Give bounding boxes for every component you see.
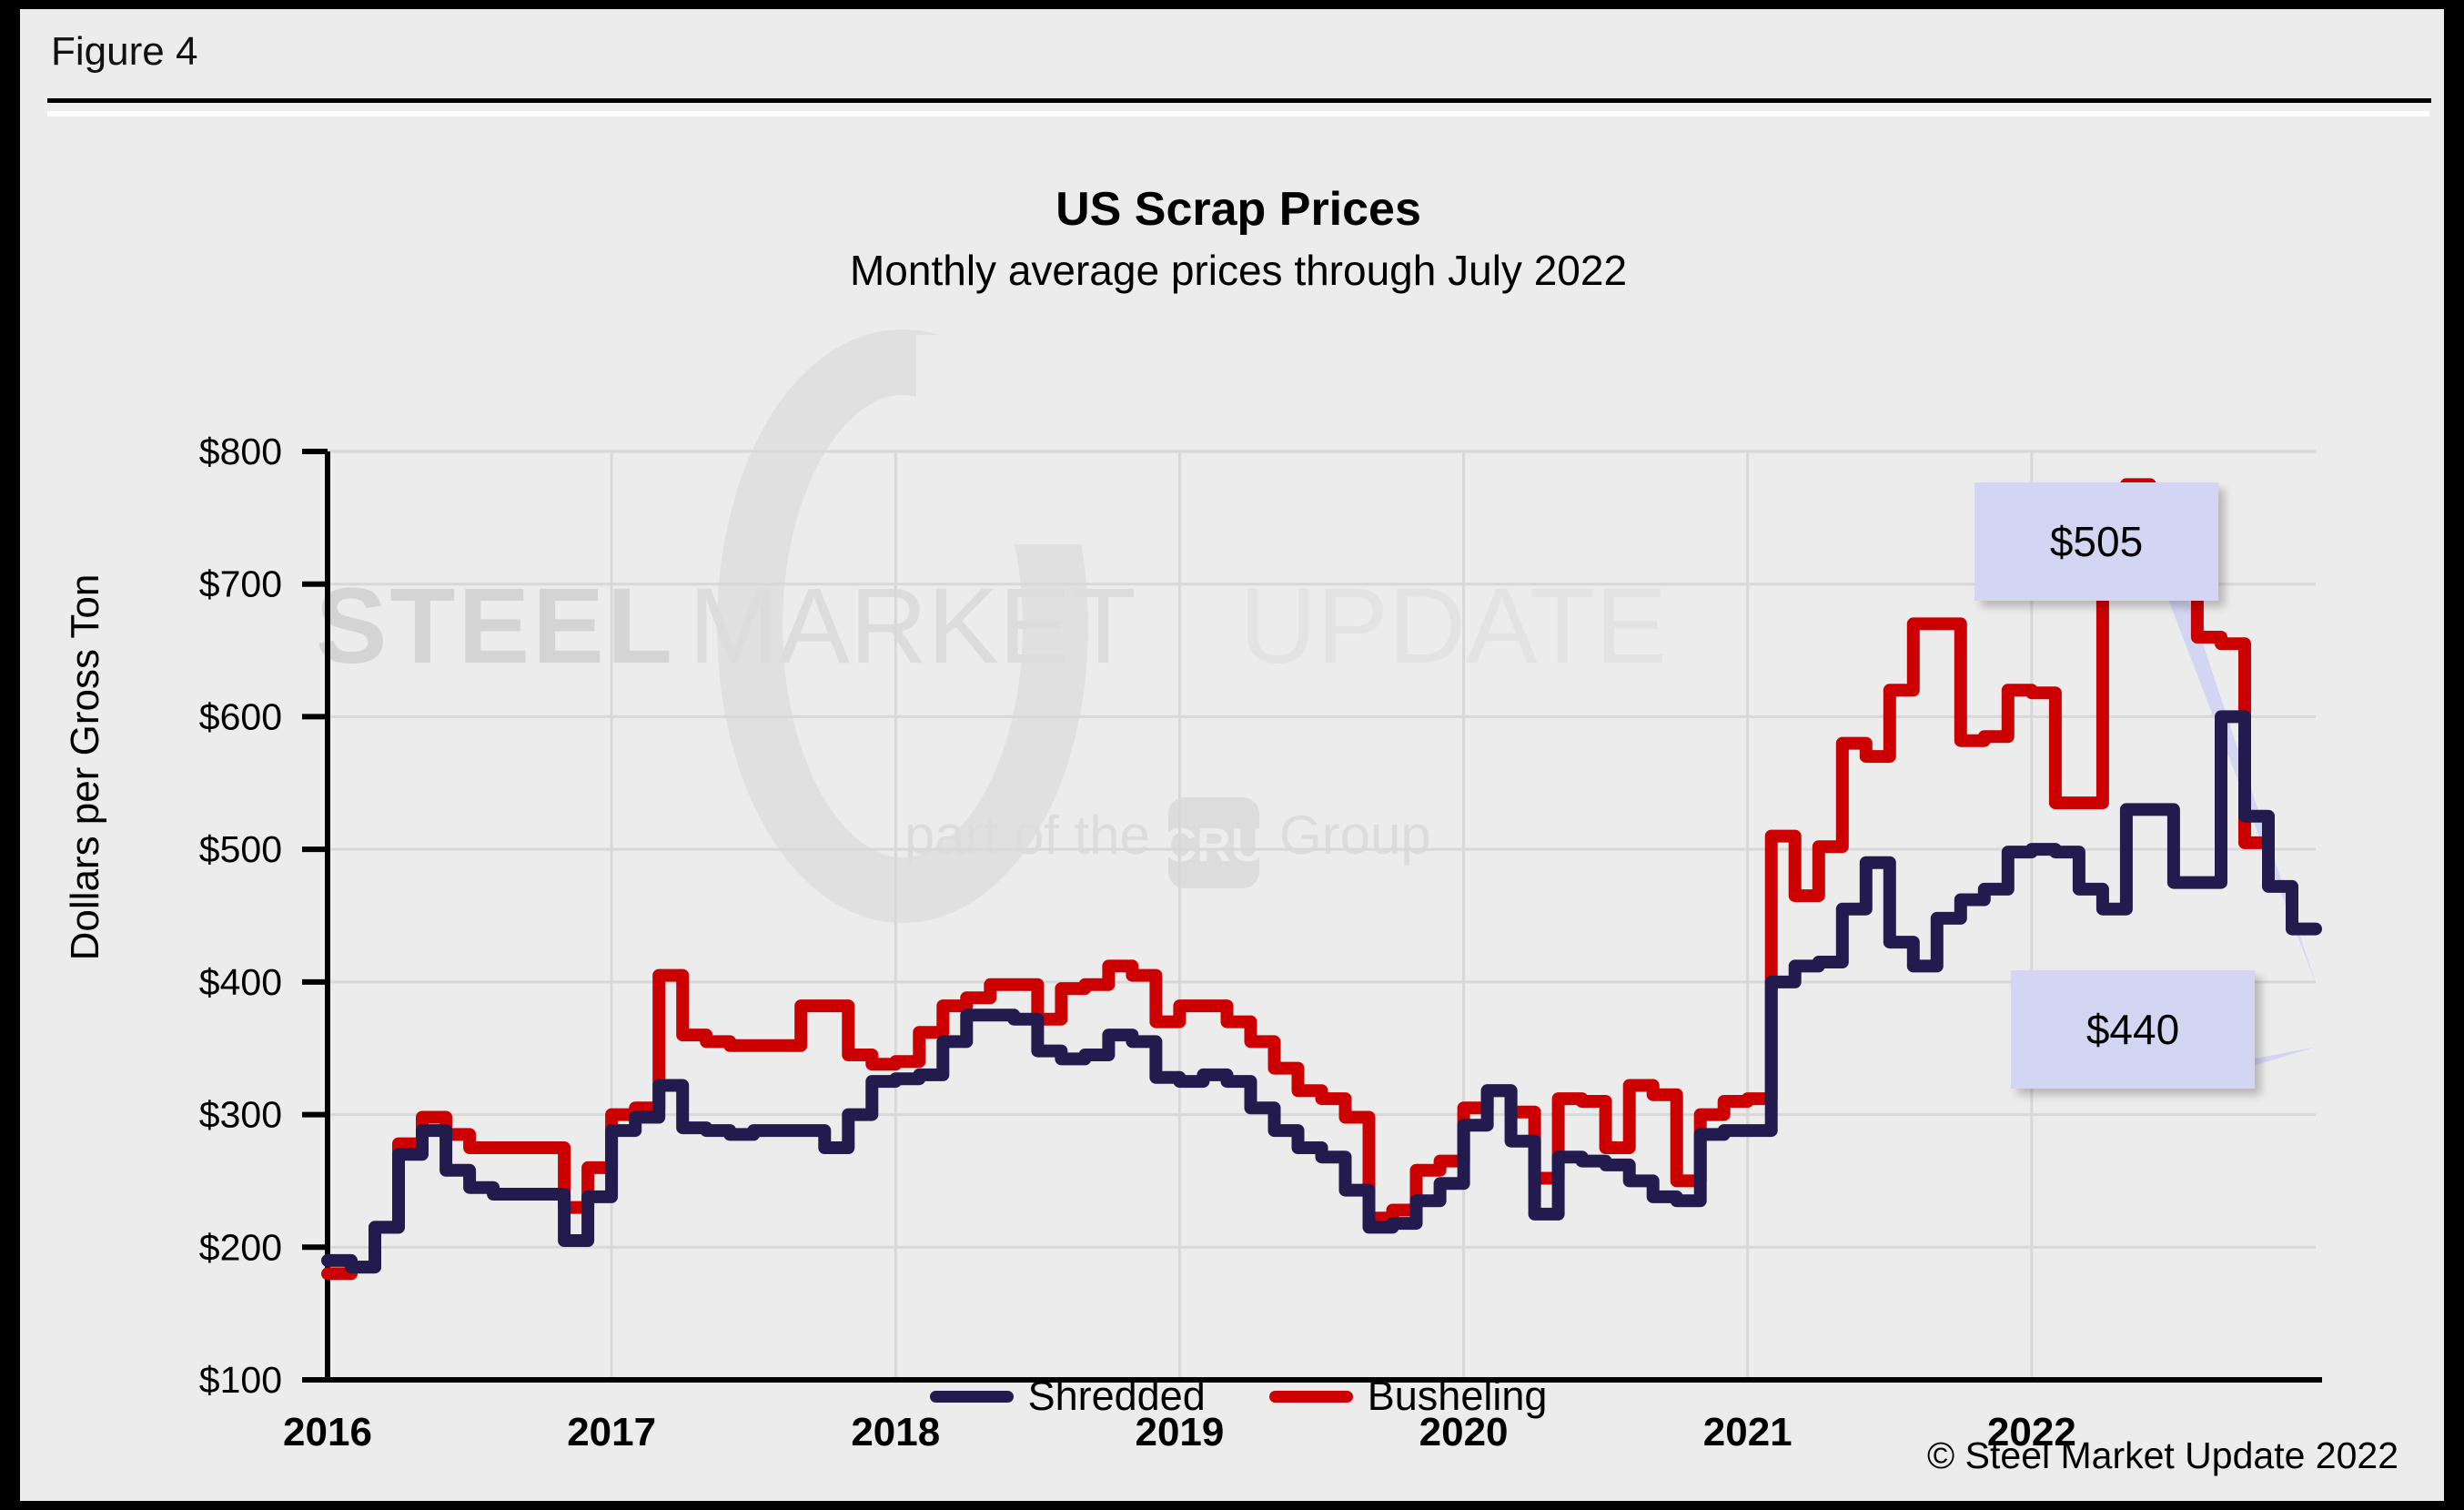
plot-area: STEEL MARKET UPDATE part of the CRU Grou… xyxy=(47,117,2429,1493)
watermark-ring-icon xyxy=(717,329,1126,923)
watermark-text-2: MARKET xyxy=(689,566,1136,686)
legend-item-shredded: Shredded xyxy=(929,1373,1206,1420)
chart-panel: US Scrap Prices Monthly average prices t… xyxy=(47,111,2429,1487)
y-tick-label: $500 xyxy=(199,828,282,870)
y-tick-labels: $800 $700 $600 $500 $400 $300 $200 $100 xyxy=(199,431,282,1401)
x-tick-label: 2016 xyxy=(283,1410,372,1454)
caption-divider xyxy=(47,98,2431,103)
series-line-shredded xyxy=(321,710,2322,1274)
x-tick-labels: 2016 2017 2018 2019 2020 2021 2022 xyxy=(283,1410,2076,1454)
y-tick-label: $700 xyxy=(199,563,282,605)
x-tick-label: 2017 xyxy=(567,1410,656,1454)
x-tick-label: 2019 xyxy=(1135,1410,1224,1454)
x-tick-label: 2020 xyxy=(1419,1410,1509,1454)
watermark-subtext-post: Group xyxy=(1279,805,1431,866)
series-line-busheling xyxy=(321,478,2275,1281)
legend-swatch-busheling xyxy=(1268,1390,1353,1403)
callout-440-label: $440 xyxy=(2085,1006,2180,1053)
figure-frame: Figure 4 US Scrap Prices Monthly average… xyxy=(20,9,2444,1501)
legend-swatch-shredded xyxy=(929,1390,1014,1403)
y-tick-label: $300 xyxy=(199,1094,282,1136)
callout-440: $440 xyxy=(2011,970,2255,1089)
y-tick-label: $800 xyxy=(199,431,282,472)
callout-505-label: $505 xyxy=(2049,518,2144,565)
chart-subtitle: Monthly average prices through July 2022 xyxy=(849,247,1628,294)
chart-legend: Shredded Busheling xyxy=(47,1373,2429,1420)
watermark-subtext-pre: part of the xyxy=(904,805,1150,866)
y-tick-label: $100 xyxy=(199,1359,282,1401)
figure-caption: Figure 4 xyxy=(51,29,198,74)
x-tick-label: 2022 xyxy=(1987,1410,2076,1454)
y-tick-label: $600 xyxy=(199,695,282,737)
watermark-cru-label: CRU xyxy=(1163,819,1266,872)
watermark-text-3: UPDATE xyxy=(1239,566,1667,686)
cru-badge-icon xyxy=(1168,797,1259,888)
legend-label-shredded: Shredded xyxy=(1027,1373,1206,1419)
legend-label-busheling: Busheling xyxy=(1367,1373,1548,1419)
x-tick-label: 2021 xyxy=(1703,1410,1792,1454)
copyright-notice: © Steel Market Update 2022 xyxy=(1927,1434,2398,1476)
chart-svg: STEEL MARKET UPDATE part of the CRU Grou… xyxy=(199,329,2322,1454)
callout-505: $505 xyxy=(1974,482,2218,601)
chart-title: US Scrap Prices xyxy=(1055,183,1421,236)
y-tick-label: $400 xyxy=(199,961,282,1003)
legend-item-busheling: Busheling xyxy=(1268,1373,1548,1420)
y-tick-label: $200 xyxy=(199,1226,282,1268)
x-tick-label: 2018 xyxy=(851,1410,940,1454)
